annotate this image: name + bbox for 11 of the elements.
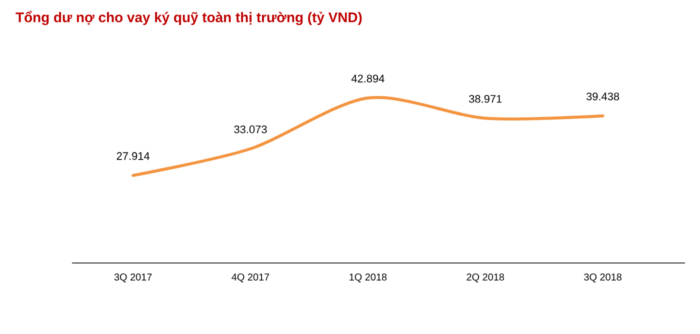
x-tick-label: 3Q 2018 bbox=[584, 274, 622, 282]
x-tick-label: 1Q 2018 bbox=[350, 274, 387, 282]
chart-title: Tổng dư nợ cho vay ký quỹ toàn thị trường (tỷ VND) bbox=[16, 10, 362, 26]
x-tick-label: 4Q 2017 bbox=[232, 274, 270, 282]
data-label: 27.914 bbox=[116, 152, 150, 160]
data-label: 42.894 bbox=[351, 74, 384, 82]
x-tick-label: 2Q 2018 bbox=[466, 274, 504, 282]
x-tick-label: 3Q 2017 bbox=[114, 274, 152, 282]
data-label: 38.971 bbox=[469, 94, 502, 103]
data-label: 33.073 bbox=[234, 125, 267, 134]
data-label: 39.438 bbox=[586, 92, 620, 100]
